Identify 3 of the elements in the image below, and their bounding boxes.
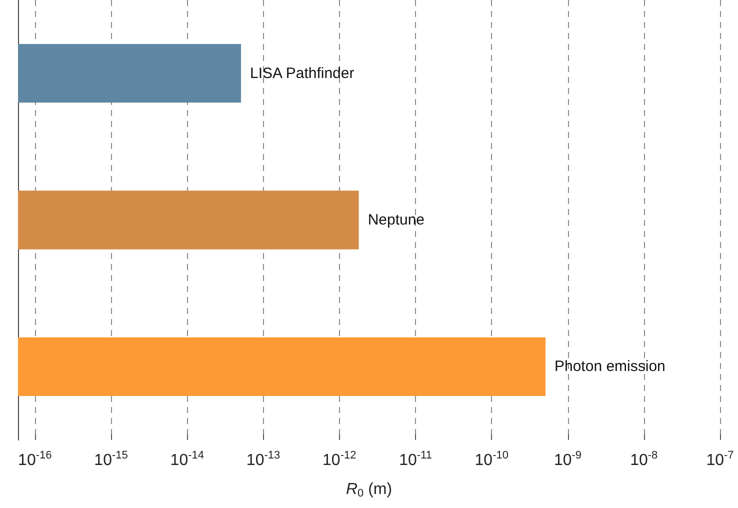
y-tick-label: Neptune [368, 212, 425, 228]
y-tick-label: LISA Pathfinder [250, 64, 354, 82]
y-tick-label: Photon emission [554, 358, 666, 376]
